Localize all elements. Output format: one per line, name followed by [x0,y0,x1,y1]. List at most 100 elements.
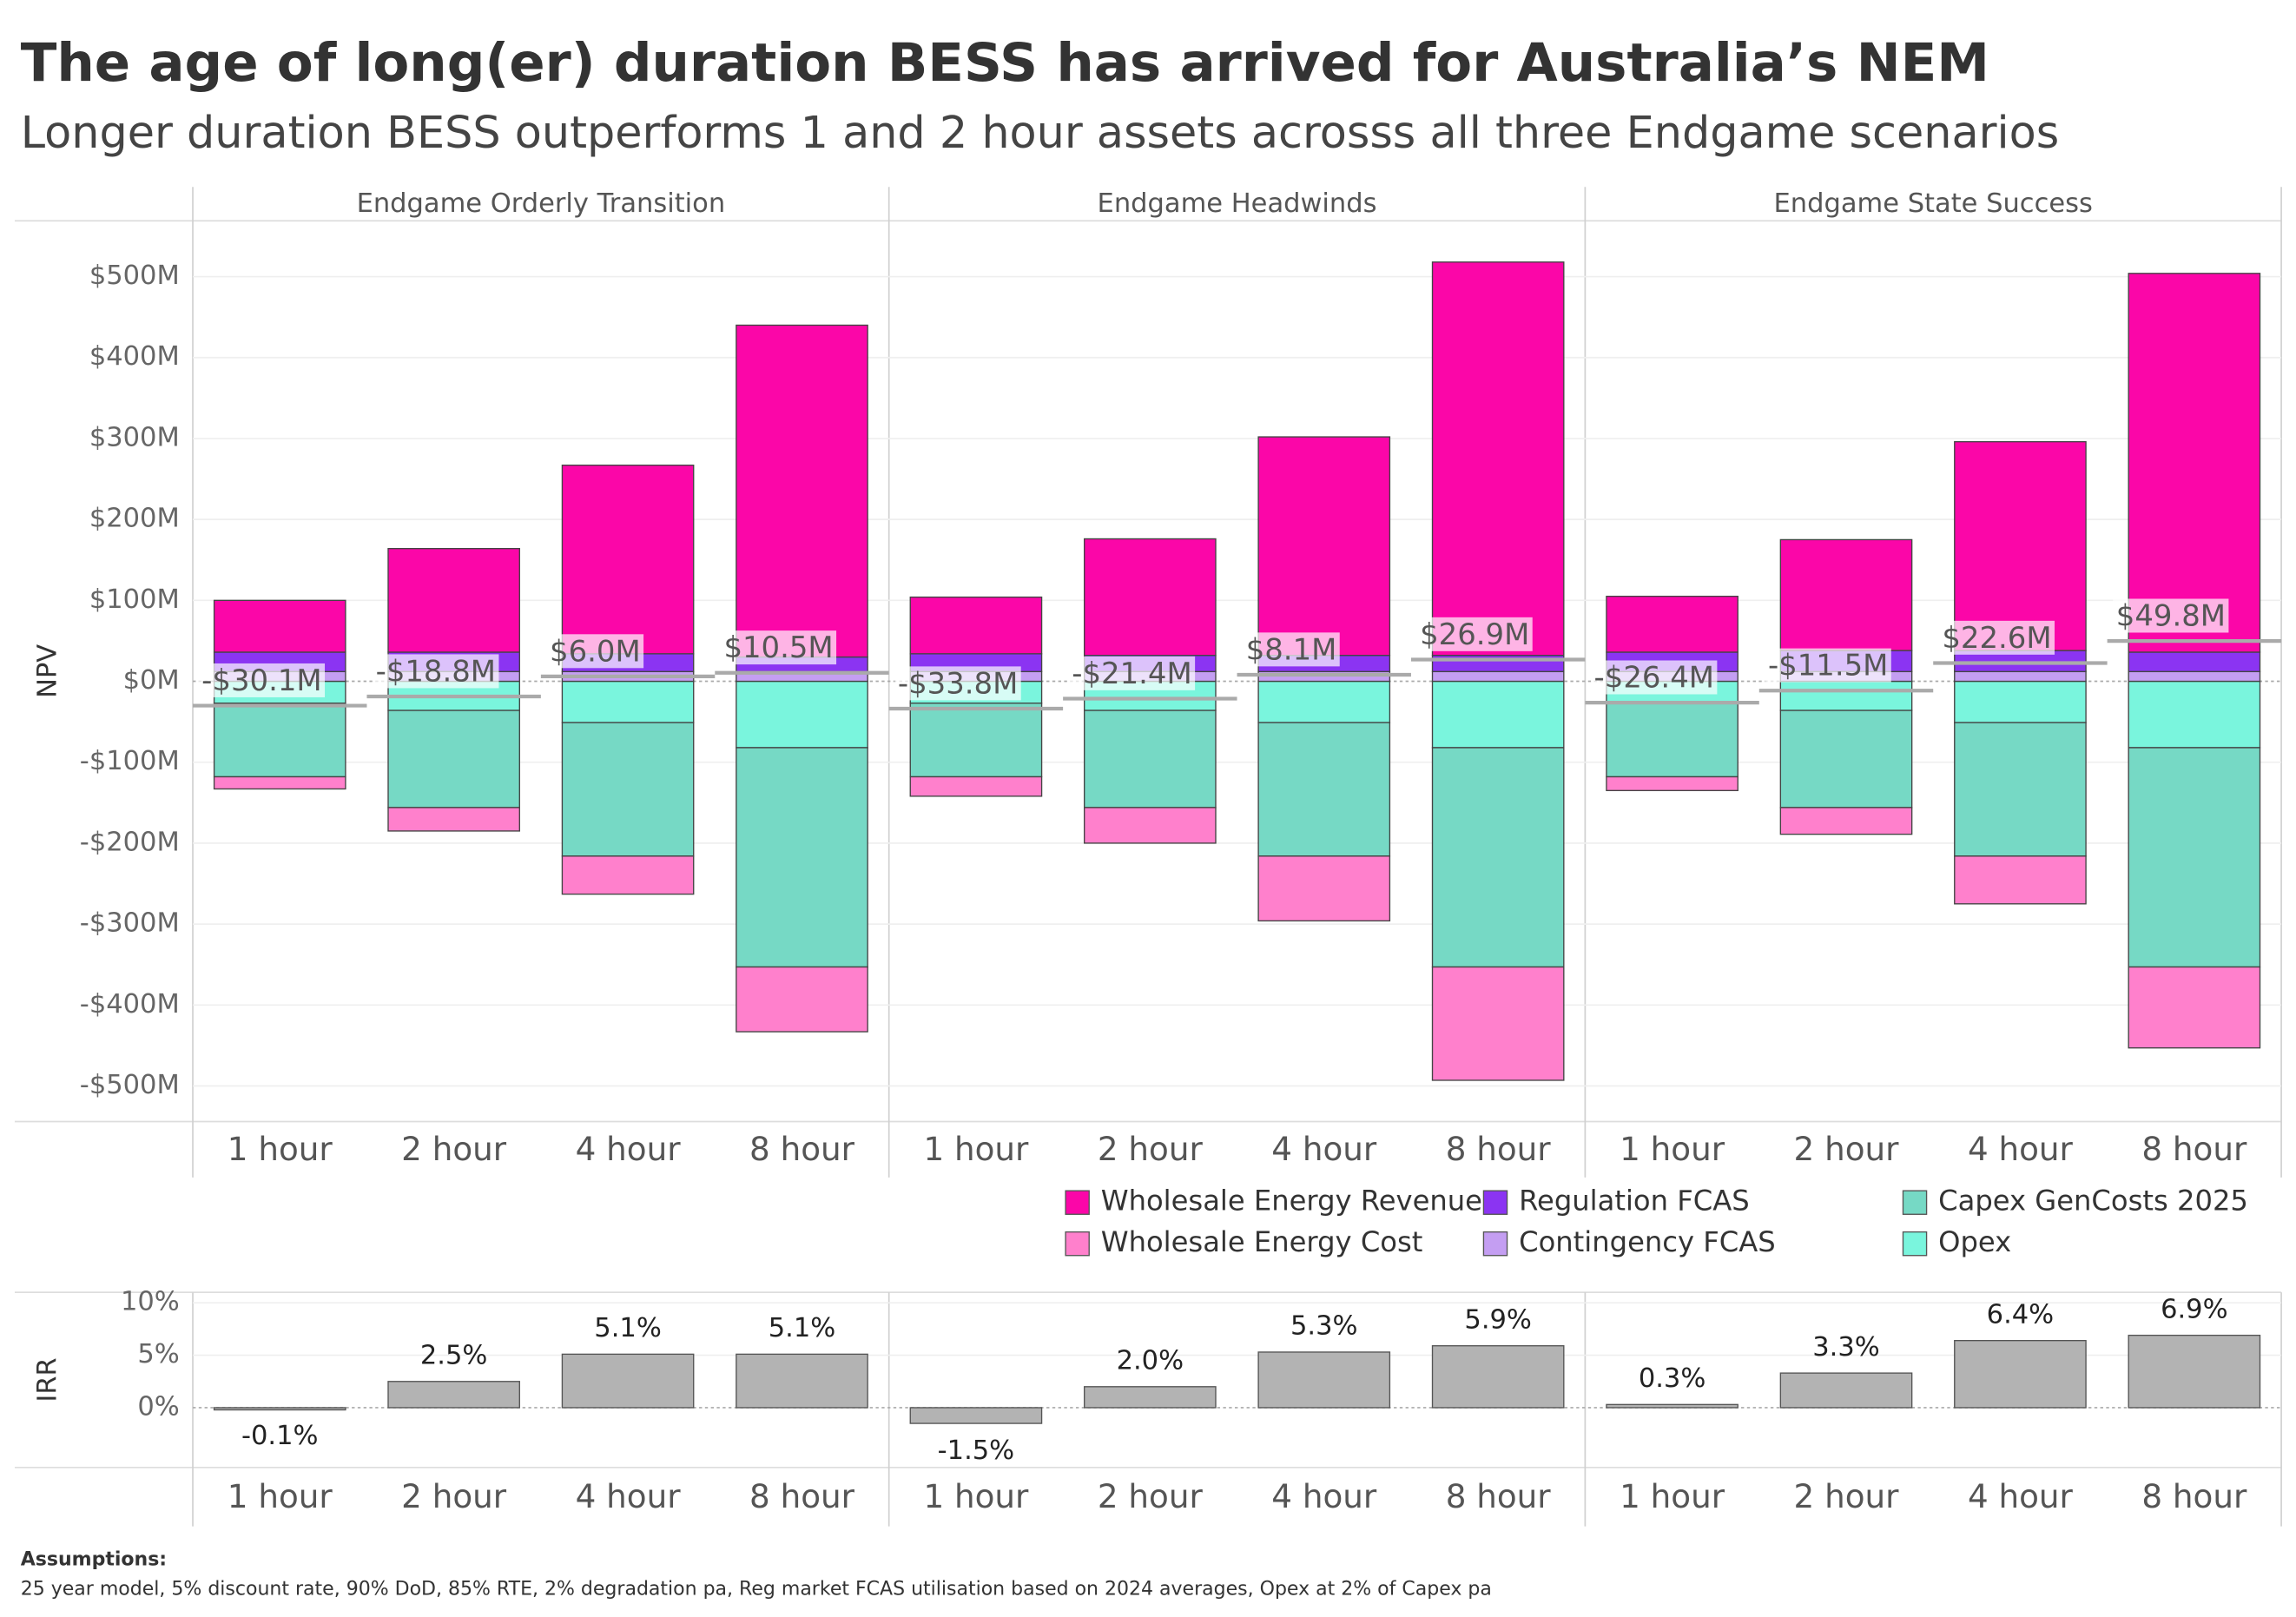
bar-segment [736,747,868,968]
panel-header: Endgame Headwinds [1098,188,1377,219]
bar-segment [1779,538,1913,651]
x-tick-label: 1 hour [923,1130,1029,1168]
legend-swatch [1482,1231,1508,1257]
bar-segment [1083,710,1217,808]
value-label: 5.1% [594,1313,661,1343]
x-tick-label: 1 hour [1620,1477,1725,1515]
bar-segment [1257,436,1391,657]
y-axis-label: IRR [32,1357,63,1402]
net-label: $8.1M [1246,632,1337,666]
bar [736,1353,868,1409]
bar-segment [909,703,1043,778]
bar-segment [909,596,1043,655]
net-label: -$11.5M [1768,649,1888,683]
legend-swatch [1065,1190,1090,1215]
bar [1779,1372,1913,1409]
x-tick-label: 1 hour [228,1130,333,1168]
x-tick-label: 1 hour [923,1477,1029,1515]
bar [1606,1403,1738,1409]
legend-label: Wholesale Energy Revenue [1101,1185,1482,1218]
y-tick-label: -$100M [80,746,180,776]
bar-segment [1779,807,1913,835]
legend-label: Opex [1938,1225,2011,1258]
bar-segment [736,680,868,749]
net-label: -$30.1M [201,663,321,697]
bar [1257,1351,1391,1409]
x-tick-label: 8 hour [2141,1130,2247,1168]
x-tick-label: 8 hour [749,1130,855,1168]
net-label-bg [546,634,644,669]
x-tick-label: 2 hour [1098,1130,1204,1168]
bar-segment [213,599,346,653]
value-label: 3.3% [1812,1332,1879,1363]
bar-segment [1954,855,2087,905]
bar-segment [2128,966,2261,1049]
net-label-bg [1765,648,1891,683]
legend-swatch [1482,1190,1508,1215]
bar-segment [1606,776,1738,792]
y-tick-label: -$300M [80,908,180,939]
chart-subtitle: Longer duration BESS outperforms 1 and 2… [21,107,2059,158]
y-tick-label: $300M [89,422,180,452]
bar-segment [1257,680,1391,723]
y-tick-label: $100M [89,584,180,615]
y-tick-label: $0M [123,665,180,696]
net-label-bg [1416,617,1533,651]
bar-segment [1431,747,1565,968]
legend-swatch [1902,1231,1928,1257]
net-label-bg [1243,632,1340,667]
legend-swatch [1065,1231,1090,1257]
bar [1431,1345,1565,1409]
value-label: 5.1% [769,1313,835,1343]
bar-segment [1083,538,1217,657]
x-tick-label: 8 hour [749,1477,855,1515]
bar-segment [1954,680,2087,723]
x-tick-label: 1 hour [228,1477,333,1515]
bar-segment [1954,670,2087,683]
y-tick-label: -$500M [80,1070,180,1100]
bar [2128,1334,2261,1409]
bar [213,1407,346,1411]
x-tick-label: 8 hour [1446,1130,1552,1168]
bar-segment [2128,747,2261,968]
legend-label: Regulation FCAS [1519,1185,1750,1218]
y-tick-label: 0% [137,1391,179,1422]
bar [1954,1339,2087,1409]
value-label: 5.3% [1290,1311,1357,1342]
bar-segment [213,703,346,778]
x-tick-label: 2 hour [401,1130,507,1168]
net-label-bg [1591,660,1718,695]
x-tick-label: 8 hour [2141,1477,2247,1515]
y-tick-label: 10% [121,1287,180,1317]
bar-segment [1954,440,2087,651]
bar-segment [1606,703,1738,778]
net-label: -$26.4M [1594,661,1714,695]
bar-segment [387,807,520,832]
bar-segment [2128,273,2261,653]
bar [387,1381,520,1409]
y-tick-label: $400M [89,341,180,372]
legend-swatch [1902,1190,1928,1215]
net-label-bg [894,666,1021,701]
panel-header: Endgame Orderly Transition [357,188,726,219]
y-tick-label: -$400M [80,989,180,1020]
net-label: $6.0M [550,634,641,668]
bar [1083,1386,1217,1409]
bar-segment [2128,670,2261,683]
panel-header: Endgame State Success [1774,188,2093,219]
x-tick-label: 2 hour [1098,1477,1204,1515]
bar-segment [561,855,695,895]
y-tick-label: $500M [89,261,180,291]
bar-segment [561,680,695,723]
bar-segment [1606,595,1738,653]
value-label: 0.3% [1639,1363,1706,1394]
bar-segment [561,465,695,655]
net-label-bg [2113,598,2229,633]
value-label: 2.0% [1117,1345,1184,1376]
legend-label: Capex GenCosts 2025 [1938,1185,2248,1218]
x-tick-label: 4 hour [576,1130,682,1168]
bar [561,1353,695,1409]
net-label-bg [721,630,837,665]
bar-segment [1431,680,1565,749]
